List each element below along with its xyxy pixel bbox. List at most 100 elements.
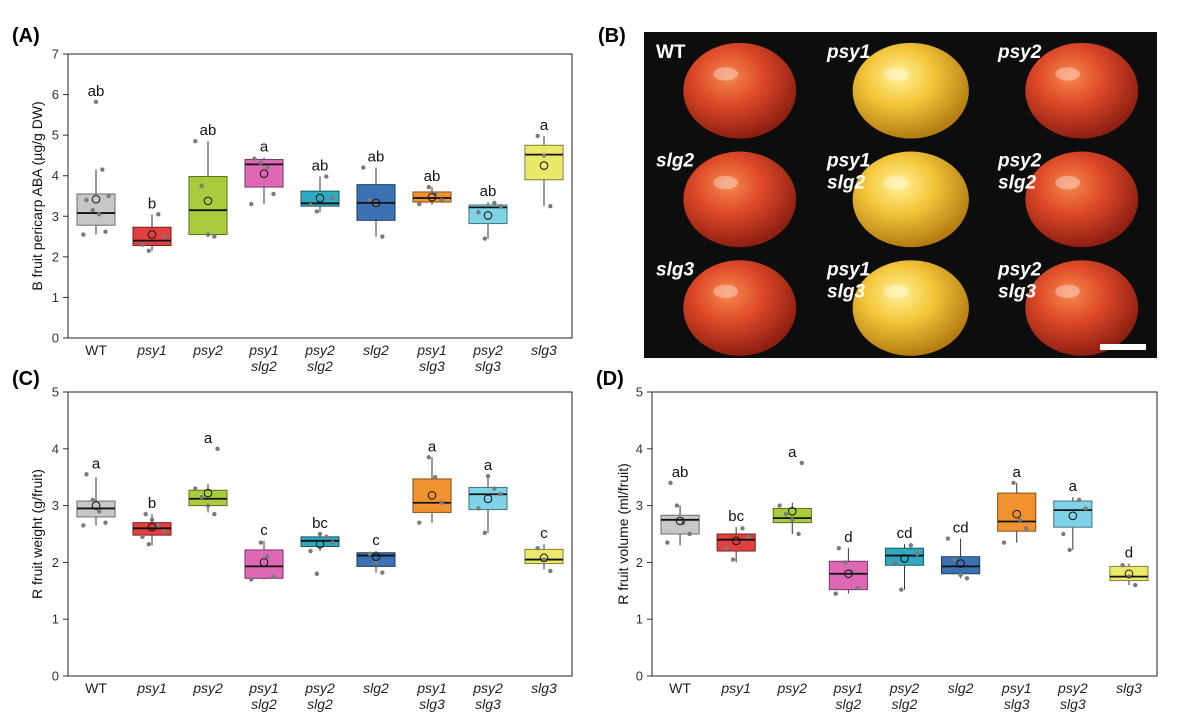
scale-bar	[1100, 344, 1146, 350]
tomato-fruit	[683, 151, 797, 248]
data-point	[1076, 497, 1082, 503]
x-tick-label: psy1	[136, 680, 167, 696]
significance-label: bc	[312, 515, 328, 532]
box-7: a	[1053, 478, 1093, 553]
mean-marker	[371, 198, 381, 208]
panel-label: (A)	[12, 25, 40, 47]
data-point	[162, 234, 167, 239]
data-point	[90, 497, 96, 503]
y-tick-label: 7	[52, 47, 59, 62]
data-point	[156, 212, 161, 217]
data-point	[1120, 563, 1125, 568]
data-point	[271, 191, 276, 197]
x-tick-label: slg3	[1116, 680, 1142, 696]
significance-label: ab	[480, 183, 497, 200]
x-tick-label-line2: slg3	[1060, 696, 1086, 712]
box-5: ab	[356, 149, 396, 239]
x-tick-label: psy1	[248, 680, 279, 696]
x-tick-label: psy1	[416, 680, 447, 696]
mean-marker	[539, 161, 549, 170]
data-point	[687, 531, 692, 537]
box-6: a	[412, 438, 452, 525]
y-tick-label: 4	[52, 168, 59, 183]
data-point	[535, 546, 540, 551]
mean-marker	[259, 558, 269, 567]
data-point	[485, 473, 491, 479]
significance-label: a	[1069, 478, 1078, 495]
mean-marker	[844, 569, 853, 579]
data-point	[796, 531, 801, 537]
data-point	[541, 557, 547, 562]
data-point	[199, 183, 204, 189]
mean-marker	[1012, 509, 1022, 519]
y-tick-label: 1	[52, 612, 59, 627]
data-point	[324, 534, 329, 540]
data-point	[799, 460, 805, 466]
fruit-label: slg2	[656, 151, 694, 172]
box-body	[468, 204, 508, 225]
data-point	[100, 167, 105, 172]
x-tick-label: psy2	[889, 680, 920, 696]
box-body	[76, 193, 116, 226]
box-body	[412, 191, 452, 203]
data-point	[432, 191, 438, 197]
data-point	[96, 509, 102, 514]
fruit-highlight	[1055, 175, 1081, 190]
significance-label: cd	[897, 525, 913, 542]
fruit-highlight	[883, 67, 910, 81]
box-5: cd	[941, 520, 981, 581]
significance-label: d	[844, 529, 852, 546]
x-tick-label-line2: slg2	[251, 358, 277, 374]
fruit-label: slg2	[827, 173, 865, 194]
tomato-fruit	[1025, 260, 1139, 356]
mean-marker	[731, 536, 741, 546]
data-point	[1011, 480, 1016, 486]
y-axis-label: R fruit volume (ml/fruit)	[615, 463, 631, 605]
y-tick-label: 6	[52, 87, 59, 102]
panel-a-chart: (A) B fruit pericarp ABA (µg/g DW) 0 1 2 3 4 5 6…	[12, 25, 573, 374]
y-tick-label: 5	[636, 385, 643, 400]
box-0: ab	[660, 464, 700, 546]
significance-label: c	[372, 532, 380, 549]
significance-label: ab	[368, 149, 385, 166]
y-tick-label: 1	[52, 290, 59, 305]
data-point	[1017, 517, 1023, 522]
data-point	[249, 577, 254, 582]
fruit-highlight	[713, 284, 739, 298]
box-1: bc	[716, 508, 756, 563]
data-point	[492, 486, 497, 491]
box-6: a	[997, 464, 1037, 545]
data-point	[1133, 582, 1138, 588]
fruit-label: psy2	[997, 42, 1042, 63]
box-6: ab	[412, 168, 452, 207]
box-body	[1053, 500, 1093, 528]
y-tick-label: 3	[52, 498, 59, 513]
x-tick-label: psy1	[136, 342, 167, 358]
data-point	[535, 133, 540, 139]
data-point	[498, 203, 503, 209]
data-point	[964, 576, 970, 581]
mean-marker	[675, 516, 685, 526]
box-0: a	[76, 455, 116, 528]
fruit-label: psy2	[997, 151, 1042, 172]
fruit-highlight	[713, 67, 739, 81]
mean-marker	[91, 194, 101, 204]
mean-marker	[147, 522, 157, 532]
data-point	[212, 234, 217, 239]
significance-label: a	[484, 457, 493, 474]
tomato-fruit	[683, 42, 797, 139]
mean-marker	[315, 193, 325, 203]
data-point	[1083, 506, 1088, 511]
y-tick-label: 0	[52, 669, 59, 684]
data-point	[746, 534, 752, 540]
x-tick-label: psy1	[720, 680, 751, 696]
data-point	[417, 201, 422, 207]
data-point	[548, 203, 553, 209]
x-tick-label-line2: slg2	[836, 696, 862, 712]
fruit-label: slg3	[998, 281, 1036, 302]
x-tick-label-line2: slg3	[475, 358, 501, 374]
data-point	[103, 520, 108, 525]
